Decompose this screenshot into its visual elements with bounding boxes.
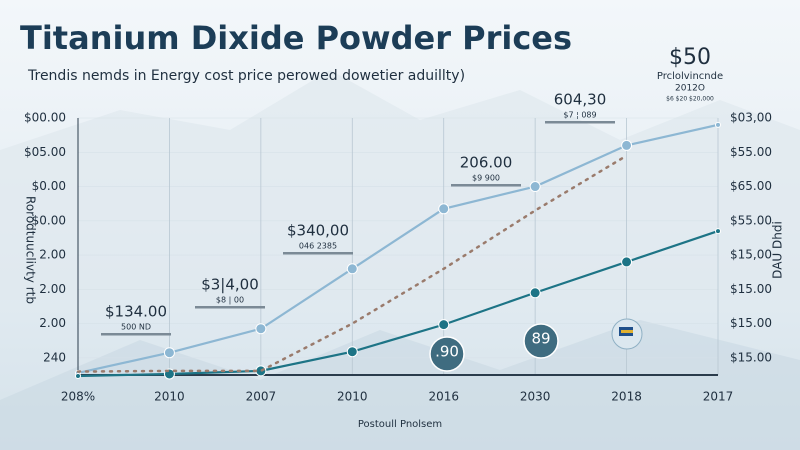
annotation-bar (101, 333, 171, 336)
annotation-bar (545, 121, 615, 124)
point (715, 228, 721, 235)
x-tick-label: 2018 (611, 390, 642, 404)
subtitle: Trendis nemds in Energy cost price perow… (27, 68, 465, 84)
y-axis-label: Rorodtuuclivty rtb (24, 196, 38, 304)
annotation-bar (283, 252, 353, 255)
y2-tick-label: $15.00 (730, 316, 772, 330)
annotation-bar (451, 184, 521, 187)
annotation: $134.00 (105, 303, 167, 321)
annotation-sub: Prclolvincnde (657, 71, 723, 82)
annotation: 604,30 (554, 91, 607, 109)
badge-label: 89 (531, 330, 550, 348)
badge (523, 323, 559, 359)
badge-label: .90 (435, 343, 459, 361)
y2-tick-label: $15.00 (730, 350, 772, 364)
annotation: 206.00 (460, 154, 513, 172)
x-tick-label: 2010 (154, 390, 185, 404)
annotation-sub: $7 ¦ 089 (563, 111, 596, 120)
point (621, 256, 633, 268)
corner-note: 2012O (675, 84, 705, 94)
point (163, 347, 175, 359)
annotation: $340,00 (287, 222, 349, 240)
y-tick-label: 2.00 (39, 316, 66, 330)
x-tick-label: 208% (61, 390, 95, 404)
y-tick-label: 240 (43, 350, 66, 364)
point (438, 203, 450, 215)
x-axis-label: Postoull Pnolsem (358, 419, 442, 430)
x-tick-label: 2007 (246, 390, 277, 404)
x-tick-label: 2017 (703, 390, 734, 404)
point (438, 319, 450, 331)
mountains (0, 70, 800, 300)
point (621, 139, 633, 151)
y-tick-label: $00.00 (24, 111, 66, 125)
corner-small: $6 $20 $20,000 (666, 96, 714, 103)
badge (429, 336, 465, 372)
point (529, 181, 541, 193)
annotation-bar (195, 306, 265, 309)
y2-tick-label: $15,00 (730, 248, 772, 262)
point (255, 323, 267, 335)
mountains (0, 320, 800, 450)
y2-tick-label: $65.00 (730, 179, 772, 193)
y-tick-label: 2.00 (39, 282, 66, 296)
annotation-sub: 500 ND (121, 323, 151, 332)
annotation-sub: $8 | 00 (216, 296, 244, 305)
y-tick-label: $0.00 (32, 213, 66, 227)
point (346, 263, 358, 275)
y-tick-label: $0.00 (32, 179, 66, 193)
y2-tick-label: $55.00 (730, 213, 772, 227)
point (346, 346, 358, 358)
chart-title: Titanium Dixide Powder Prices (20, 19, 572, 57)
x-tick-label: 2030 (520, 390, 551, 404)
annotation: $3|4,00 (201, 276, 259, 294)
series-line (76, 229, 720, 378)
y2-tick-label: $15.00 (730, 282, 772, 296)
point (715, 121, 721, 128)
point (75, 373, 81, 380)
annotation: $50 (669, 45, 711, 70)
y2-tick-label: $55.00 (730, 145, 772, 159)
series-line (76, 123, 720, 375)
y2-tick-label: $03,00 (730, 111, 772, 125)
x-tick-label: 2010 (337, 390, 368, 404)
y-tick-label: 2.00 (39, 248, 66, 262)
y-tick-label: $05.00 (24, 145, 66, 159)
point (529, 287, 541, 299)
y2-axis-label: DAU Dhdi (771, 221, 785, 279)
x-tick-label: 2016 (428, 390, 459, 404)
icon (621, 330, 633, 333)
annotation-sub: 046 2385 (299, 242, 337, 251)
annotation-sub: $9 900 (472, 174, 500, 183)
